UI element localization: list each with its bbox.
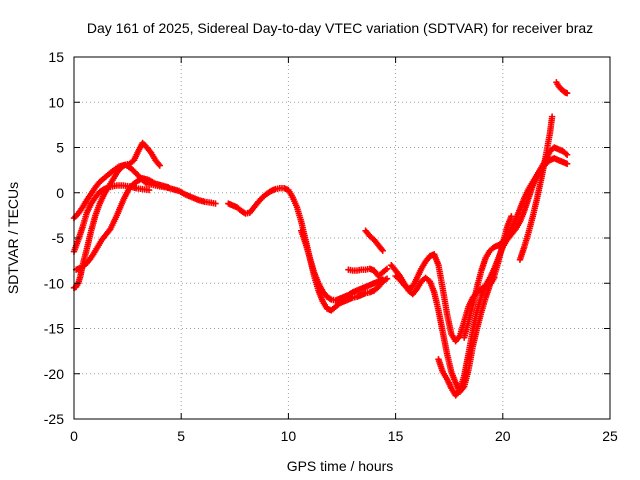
series-track-g: [345, 265, 391, 280]
series-track-j: [392, 213, 515, 345]
x-tick-label: 25: [602, 428, 618, 444]
data-point: [563, 151, 571, 158]
y-tick-label: -20: [44, 366, 64, 382]
axis-ticks: 0 5 10 15 20 25 -25 -20 -15 -10 -5 0 5 10 15: [44, 49, 618, 444]
y-tick-label: 5: [56, 140, 64, 156]
y-tick-label: -15: [44, 321, 64, 337]
data-point: [379, 276, 386, 283]
series-track-f: [298, 227, 386, 304]
data-point: [563, 90, 571, 97]
series-track-m: [516, 113, 556, 263]
series-track-h: [362, 227, 386, 254]
series-track-d: [70, 182, 153, 255]
y-tick-label: 10: [48, 94, 64, 110]
x-axis-label: GPS time / hours: [287, 458, 394, 474]
series-track-n: [553, 79, 571, 97]
y-tick-label: 15: [48, 49, 64, 65]
y-tick-label: 0: [56, 185, 64, 201]
x-tick-label: 15: [388, 428, 404, 444]
y-tick-label: -10: [44, 275, 64, 291]
data-point: [508, 213, 515, 220]
data-points: [70, 79, 571, 399]
chart-title: Day 161 of 2025, Sidereal Day-to-day VTE…: [87, 20, 593, 36]
y-tick-label: -25: [44, 411, 64, 427]
data-point: [383, 265, 391, 272]
x-tick-label: 20: [495, 428, 511, 444]
series-track-c: [72, 175, 172, 273]
data-point: [165, 184, 172, 191]
data-point: [379, 247, 386, 254]
data-point: [563, 160, 571, 167]
y-axis-label: SDTVAR / TECUs: [5, 182, 21, 294]
x-tick-label: 0: [70, 428, 78, 444]
data-point: [145, 186, 153, 194]
data-point: [548, 113, 556, 120]
y-tick-label: -5: [52, 230, 65, 246]
series-track-l: [461, 144, 571, 341]
series-track-k: [435, 155, 571, 399]
data-point: [212, 200, 219, 207]
data-point: [156, 162, 163, 169]
x-tick-label: 10: [281, 428, 297, 444]
x-tick-label: 5: [177, 428, 185, 444]
data-point: [383, 275, 391, 282]
